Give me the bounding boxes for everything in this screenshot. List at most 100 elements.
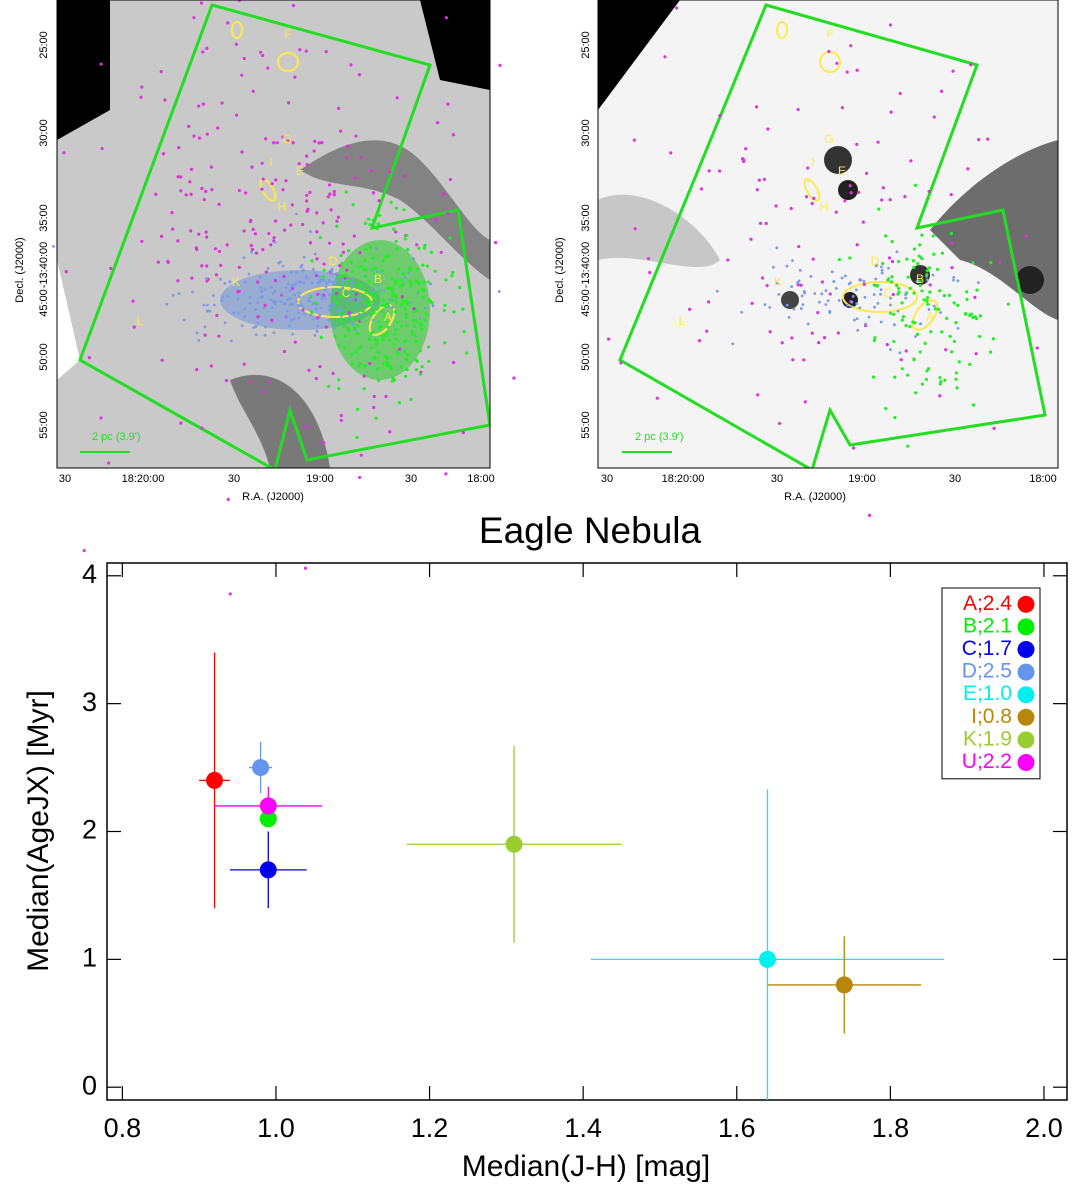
decor-dot xyxy=(254,308,258,312)
decor-dot xyxy=(314,307,318,311)
decor-dot xyxy=(389,200,393,204)
decor-dot xyxy=(341,279,345,283)
decor-dot xyxy=(304,425,308,429)
decor-dot xyxy=(318,313,322,317)
decor-dot xyxy=(399,365,403,369)
decor-dot xyxy=(323,295,327,299)
decor-dot xyxy=(396,352,400,356)
decor-dot xyxy=(379,324,383,328)
decor-dot xyxy=(293,75,297,79)
decor-dot xyxy=(977,138,981,142)
decor-dot xyxy=(461,431,465,435)
decor-dot xyxy=(943,378,947,382)
decor-dot xyxy=(364,290,368,294)
decor-dot xyxy=(421,263,425,267)
decor-dot xyxy=(377,290,381,294)
decor-dot xyxy=(308,241,313,245)
decor-dot xyxy=(315,230,319,234)
decor-dot xyxy=(332,189,336,194)
decor-dot xyxy=(159,234,164,238)
decor-dot xyxy=(840,106,844,110)
decor-dot xyxy=(329,304,332,308)
decor-dot xyxy=(827,49,831,54)
decor-dot xyxy=(324,325,328,329)
decor-dot xyxy=(263,303,267,307)
decor-dot xyxy=(256,321,260,325)
region-ellipse xyxy=(776,21,788,39)
decor-dot xyxy=(314,272,318,276)
decor-dot xyxy=(412,257,416,261)
decor-dot xyxy=(350,297,354,301)
decor-dot xyxy=(385,356,389,360)
decor-dot xyxy=(912,291,916,295)
image-y-tick-label: 35:00 xyxy=(580,204,592,232)
decor-dot xyxy=(418,321,422,325)
legend-label: D;2.5 xyxy=(962,660,1012,683)
decor-dot xyxy=(951,69,955,73)
decor-dot xyxy=(219,277,222,281)
image-y-tick-label: 35:00 xyxy=(38,204,50,232)
decor-dot xyxy=(109,266,113,271)
decor-dot xyxy=(188,180,192,184)
decor-dot xyxy=(288,289,292,293)
decor-dot xyxy=(850,300,854,304)
legend-marker xyxy=(1017,595,1035,613)
decor-dot xyxy=(346,328,351,332)
decor-dot xyxy=(442,192,446,196)
decor-dot xyxy=(309,230,312,233)
decor-dot xyxy=(217,249,222,254)
decor-dot xyxy=(465,351,469,355)
decor-dot xyxy=(302,255,306,259)
decor-dot xyxy=(401,300,406,304)
decor-dot xyxy=(301,222,305,227)
decor-dot xyxy=(404,312,409,316)
decor-dot xyxy=(371,191,376,195)
decor-dot xyxy=(335,219,339,223)
decor-dot xyxy=(288,324,291,328)
decor-dot xyxy=(377,283,380,287)
decor-dot xyxy=(322,262,326,266)
decor-dot xyxy=(260,289,263,293)
decor-dot xyxy=(350,317,355,321)
decor-dot xyxy=(177,146,181,150)
decor-dot xyxy=(184,193,188,197)
legend-label: A;2.4 xyxy=(963,592,1012,615)
decor-dot xyxy=(801,303,805,307)
decor-dot xyxy=(407,271,410,275)
plot-area: 0.8 1.0 1.2 1.4 1.6 1.8 2.0 0 1 2 3 4 A;2.4B;2.1C;1.… xyxy=(82,559,1067,1143)
decor-dot xyxy=(200,186,204,191)
decor-dot xyxy=(911,259,916,263)
decor-dot xyxy=(920,289,924,293)
decor-dot xyxy=(195,368,199,372)
decor-dot xyxy=(444,472,448,476)
decor-dot xyxy=(988,350,993,354)
decor-dot xyxy=(415,359,419,363)
scale-label: 2 pc (3.9') xyxy=(92,431,141,443)
image-x-tick-label: 30 xyxy=(228,473,240,485)
decor-dot xyxy=(291,141,295,145)
decor-dot xyxy=(757,178,761,182)
decor-dot xyxy=(916,261,920,266)
decor-dot xyxy=(350,269,354,273)
decor-dot xyxy=(305,154,309,158)
legend-marker xyxy=(1017,686,1035,704)
decor-dot xyxy=(272,236,276,240)
decor-dot xyxy=(789,206,793,211)
decor-dot xyxy=(337,378,341,382)
decor-dot xyxy=(917,254,921,258)
decor-dot xyxy=(366,298,370,302)
decor-dot xyxy=(461,307,465,311)
decor-dot xyxy=(936,307,941,311)
decor-dot xyxy=(166,259,170,263)
decor-dot xyxy=(283,302,287,306)
decor-dot xyxy=(855,317,859,321)
decor-dot xyxy=(350,362,354,366)
decor-dot xyxy=(234,42,238,46)
decor-dot xyxy=(256,280,260,284)
image-y-tick-label: -13:40:00 xyxy=(38,242,50,288)
image-x-tick-label: 18:00 xyxy=(1029,473,1057,485)
decor-dot xyxy=(888,198,892,202)
region-label: B xyxy=(916,272,924,286)
decor-dot xyxy=(358,475,362,480)
decor-dot xyxy=(377,327,382,331)
